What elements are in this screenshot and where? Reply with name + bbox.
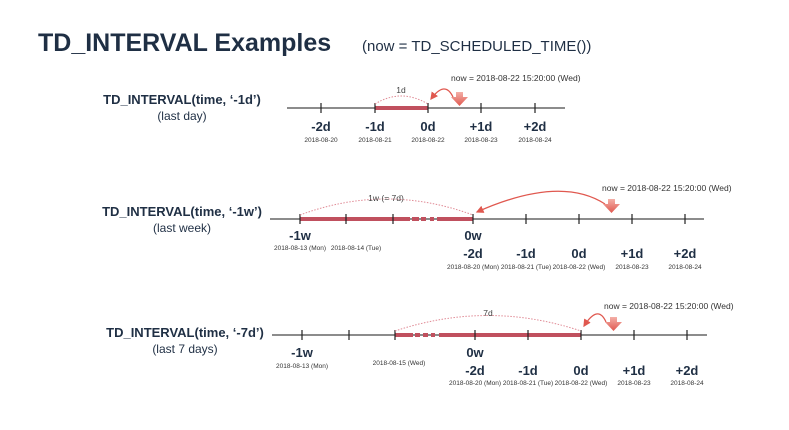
now-return-arrow-icon [475, 190, 606, 213]
function-description: (last week) [153, 221, 211, 235]
tick-labels: -1w 0w 2018-08-13 (Mon) 2018-08-14 (Tue)… [274, 228, 702, 271]
tick-date: 2018-08-20 (Mon) [447, 264, 499, 271]
now-return-arrow-icon [430, 88, 454, 101]
tick-date: 2018-08-21 (Tue) [503, 380, 553, 387]
now-label: now = 2018-08-22 15:20:00 (Wed) [451, 73, 581, 83]
function-call: TD_INTERVAL(time, ‘-1d’) [103, 92, 261, 107]
tick-label: -1w [291, 345, 314, 360]
tick-date: 2018-08-23 [464, 137, 498, 144]
tick-date: 2018-08-22 [411, 137, 445, 144]
ticks [320, 103, 536, 113]
function-description: (last 7 days) [152, 342, 217, 356]
span-label: 7d [483, 308, 493, 318]
span-arc [394, 315, 582, 332]
tick-label: 0w [464, 228, 482, 243]
tick-date: 2018-08-23 [615, 264, 649, 271]
tick-labels: -1w 0w 2018-08-13 (Mon) 2018-08-15 (Wed)… [276, 345, 704, 387]
tick-date: 2018-08-13 (Mon) [274, 245, 326, 252]
now-label: now = 2018-08-22 15:20:00 (Wed) [602, 183, 732, 193]
tick-label: +1d [623, 363, 646, 378]
tick-label: +2d [674, 246, 697, 261]
tick-date: 2018-08-15 (Wed) [373, 360, 426, 367]
tick-label: -2d [311, 119, 331, 134]
tick-label: +1d [621, 246, 644, 261]
tick-date: 2018-08-24 [668, 264, 702, 271]
tick-label: +1d [470, 119, 493, 134]
tick-label: 0d [571, 246, 586, 261]
tick-date: 2018-08-13 (Mon) [276, 363, 328, 370]
now-label: now = 2018-08-22 15:20:00 (Wed) [604, 301, 734, 311]
page-subtitle: (now = TD_SCHEDULED_TIME()) [362, 38, 591, 55]
now-return-arrow-icon [583, 313, 607, 328]
now-down-arrow-icon [451, 92, 468, 106]
tick-date: 2018-08-20 (Mon) [449, 380, 501, 387]
span-label: 1w (= 7d) [368, 193, 404, 203]
tick-date: 2018-08-22 (Wed) [553, 264, 606, 271]
tick-label: 0d [420, 119, 435, 134]
tick-label: 0d [573, 363, 588, 378]
tick-date: 2018-08-21 [358, 137, 392, 144]
function-call: TD_INTERVAL(time, ‘-7d’) [106, 325, 264, 340]
tick-date: 2018-08-24 [670, 380, 704, 387]
example-last-day: TD_INTERVAL(time, ‘-1d’) (last day) 1d n… [103, 73, 581, 144]
tick-label: -1d [516, 246, 536, 261]
example-last-week: TD_INTERVAL(time, ‘-1w’) (last week) 1w … [102, 183, 732, 271]
tick-label: -1d [365, 119, 385, 134]
ticks [301, 330, 688, 340]
tick-label: +2d [676, 363, 699, 378]
tick-date: 2018-08-14 (Tue) [331, 245, 381, 252]
tick-date: 2018-08-23 [617, 380, 651, 387]
tick-label: -1w [289, 228, 312, 243]
span-label: 1d [396, 85, 406, 95]
function-call: TD_INTERVAL(time, ‘-1w’) [102, 204, 262, 219]
tick-date: 2018-08-24 [518, 137, 552, 144]
tick-label: -2d [465, 363, 485, 378]
ticks [299, 214, 686, 224]
tick-label: +2d [524, 119, 547, 134]
tick-date: 2018-08-21 (Tue) [501, 264, 551, 271]
page-title: TD_INTERVAL Examples [38, 29, 331, 57]
example-last-7-days: TD_INTERVAL(time, ‘-7d’) (last 7 days) 7… [106, 301, 734, 387]
tick-label: -1d [518, 363, 538, 378]
function-description: (last day) [157, 109, 206, 123]
now-down-arrow-icon [605, 317, 622, 331]
tick-labels: -2d -1d 0d +1d +2d 2018-08-20 2018-08-21… [304, 119, 552, 144]
tick-date: 2018-08-20 [304, 137, 338, 144]
tick-label: -2d [463, 246, 483, 261]
span-arc [299, 198, 474, 216]
tick-label: 0w [466, 345, 484, 360]
now-down-arrow-icon [603, 199, 620, 213]
tick-date: 2018-08-22 (Wed) [555, 380, 608, 387]
span-arc [374, 95, 429, 105]
